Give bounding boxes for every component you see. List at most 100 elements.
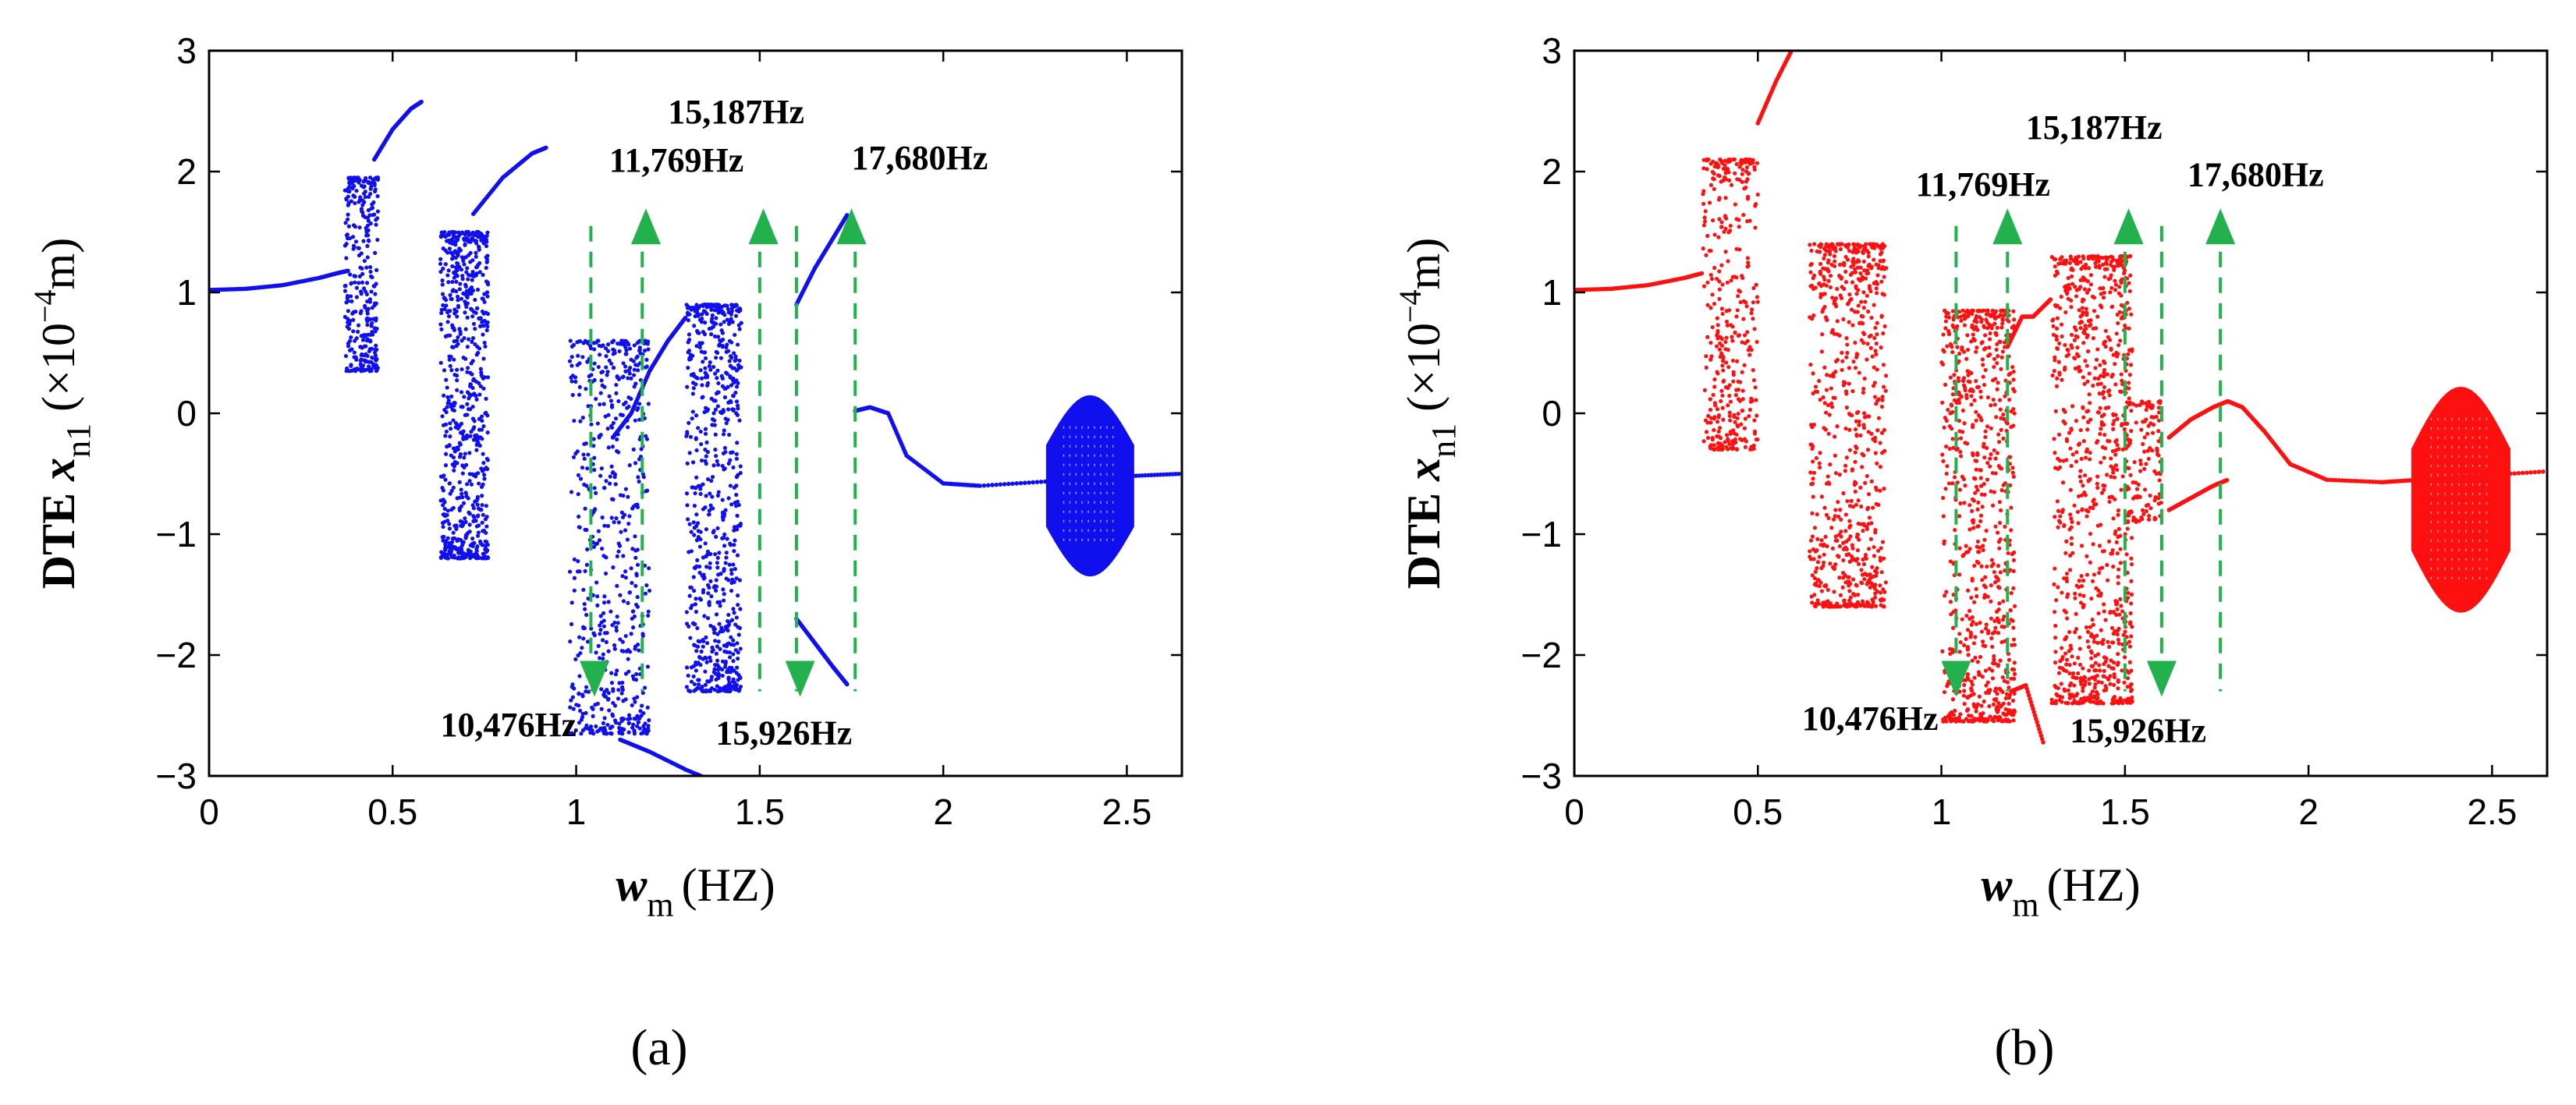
scatter-point <box>1714 344 1719 349</box>
scatter-point <box>1730 447 1735 452</box>
scatter-point <box>726 612 731 618</box>
scatter-point <box>601 624 606 629</box>
scatter-point <box>714 316 719 321</box>
scatter-point <box>471 321 477 326</box>
scatter-point <box>1872 381 1877 385</box>
scatter-point <box>1873 451 1878 455</box>
scatter-point <box>1953 528 1957 533</box>
x-tick-label: 2.5 <box>1102 792 1151 832</box>
scatter-point <box>1722 229 1726 234</box>
scatter-point <box>1868 537 1874 541</box>
scatter-point <box>1853 450 1857 455</box>
scatter-point <box>460 274 465 278</box>
scatter-point <box>354 285 360 290</box>
scatter-point <box>357 274 362 279</box>
branch-point <box>1006 481 1011 487</box>
scatter-point <box>484 556 488 561</box>
scatter-point <box>2116 512 2120 517</box>
scatter-point <box>1972 704 1977 709</box>
scatter-point <box>1711 159 1716 164</box>
scatter-point <box>451 229 456 235</box>
scatter-point <box>1983 367 1988 373</box>
scatter-point <box>698 529 703 534</box>
scatter-point <box>1974 484 1979 489</box>
scatter-point <box>1720 282 1725 287</box>
scatter-point <box>1721 356 1726 360</box>
scatter-point <box>371 363 376 369</box>
scatter-point <box>349 363 353 368</box>
scatter-point <box>704 454 708 459</box>
scatter-point <box>592 361 597 366</box>
scatter-point <box>353 179 358 183</box>
scatter-point <box>467 529 472 534</box>
scatter-point <box>474 548 479 554</box>
scatter-point <box>710 321 715 325</box>
scatter-point <box>697 654 702 660</box>
branch-curve <box>853 405 1181 488</box>
scatter-point <box>1747 160 1751 165</box>
scatter-point <box>703 431 708 436</box>
scatter-point <box>1875 461 1879 466</box>
scatter-point <box>1998 407 2003 412</box>
scatter-point <box>1856 498 1861 503</box>
scatter-point <box>1992 490 1996 494</box>
scatter-point <box>2010 470 2015 475</box>
scatter-point <box>713 671 719 676</box>
scatter-point <box>601 657 605 661</box>
y-tick-label: 3 <box>176 30 197 71</box>
scatter-point <box>1961 349 1967 354</box>
scatter-point <box>1881 258 1886 263</box>
scatter-point <box>694 382 698 387</box>
scatter-point <box>448 292 452 297</box>
scatter-point <box>1999 308 2003 313</box>
scatter-point <box>620 574 625 579</box>
scatter-point <box>1707 248 1712 253</box>
scatter-point <box>1814 601 1818 606</box>
scatter-point <box>1745 197 1750 201</box>
scatter-point <box>1708 416 1714 420</box>
scatter-point <box>1746 260 1751 265</box>
scatter-point <box>2011 637 2017 642</box>
scatter-point <box>1835 286 1840 292</box>
scatter-point <box>1996 618 2001 623</box>
scatter-point <box>585 359 590 364</box>
scatter-point <box>609 405 615 409</box>
scatter-point <box>594 491 598 495</box>
scatter-point <box>1819 538 1824 543</box>
scatter-point <box>453 421 459 426</box>
scatter-point <box>440 535 445 540</box>
scatter-point <box>1723 440 1727 444</box>
scatter-point <box>1964 708 1970 713</box>
scatter-point <box>582 601 587 607</box>
scatter-point <box>1989 616 1993 621</box>
scatter-point <box>698 487 703 491</box>
scatter-point <box>636 642 640 647</box>
scatter-point <box>1818 451 1822 455</box>
scatter-point <box>584 387 588 391</box>
scatter-point <box>721 512 726 516</box>
scatter-point <box>1715 407 1720 412</box>
scatter-point <box>371 200 376 205</box>
scatter-point <box>719 338 723 343</box>
scatter-point <box>484 310 488 315</box>
scatter-point <box>1850 546 1855 551</box>
scatter-point <box>1853 366 1858 370</box>
scatter-point <box>1838 246 1843 252</box>
scatter-point <box>1880 395 1885 399</box>
scatter-point <box>373 292 378 296</box>
scatter-point <box>690 416 694 421</box>
scatter-point <box>484 547 488 551</box>
scatter-point <box>468 381 473 387</box>
scatter-point <box>2006 551 2010 555</box>
scatter-point <box>612 718 618 723</box>
scatter-point <box>1973 655 1978 660</box>
scatter-point <box>459 487 463 492</box>
scatter-point <box>1985 680 1990 685</box>
scatter-point <box>599 378 604 383</box>
scatter-point <box>629 566 633 571</box>
scatter-point <box>1985 461 1990 466</box>
branch-point <box>1130 473 1136 479</box>
scatter-point <box>705 583 711 588</box>
scatter-point <box>1817 554 1822 559</box>
scatter-point <box>715 644 719 649</box>
